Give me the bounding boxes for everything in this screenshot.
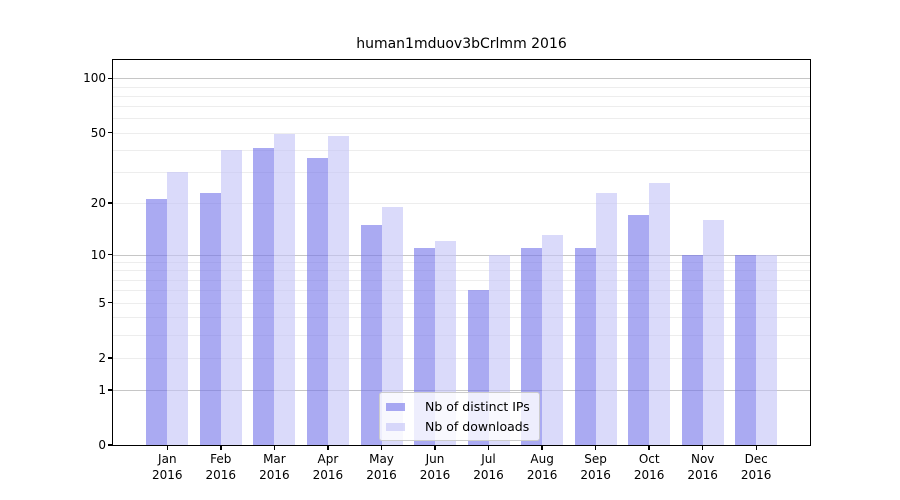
x-tick-label-feb: Feb 2016 <box>205 452 237 482</box>
legend-item-downloads: Nb of downloads <box>386 418 530 435</box>
y-tick-label-2: 2 <box>98 350 106 365</box>
x-tick-label-jun: Jun 2016 <box>419 452 451 482</box>
legend: Nb of distinct IPs Nb of downloads <box>379 392 540 441</box>
x-tick-dec <box>755 445 757 450</box>
gridline-7 <box>113 279 810 281</box>
gridline-50 <box>113 132 810 134</box>
x-tick-jul <box>487 445 490 450</box>
bar-downloads-feb <box>220 149 242 445</box>
y-tick-label-20: 20 <box>90 196 106 211</box>
bar-distinct-ips-oct <box>628 215 650 445</box>
x-tick-mar <box>273 445 276 450</box>
gridline-80 <box>113 95 810 97</box>
chart-title: human1mduov3bCrlmm 2016 <box>356 36 567 52</box>
x-tick-oct <box>648 445 650 450</box>
x-tick-jan <box>166 445 169 450</box>
y-tick-2 <box>108 357 113 359</box>
y-tick-0 <box>108 444 113 446</box>
x-tick-label-jul: Jul 2016 <box>473 452 504 482</box>
x-tick-label-apr: Apr 2016 <box>312 452 344 482</box>
bar-downloads-aug <box>542 235 564 445</box>
gridline-5 <box>113 302 810 304</box>
bar-downloads-dec <box>756 254 778 445</box>
x-tick-label-jan: Jan 2016 <box>152 452 183 482</box>
legend-label-downloads: Nb of downloads <box>425 419 530 434</box>
y-tick-label-5: 5 <box>98 295 106 310</box>
y-tick-label-50: 50 <box>90 125 106 140</box>
bar-downloads-jan <box>167 172 189 445</box>
y-tick-label-100: 100 <box>83 71 106 86</box>
y-tick-20 <box>108 202 113 204</box>
y-tick-50 <box>108 131 113 134</box>
gridline-2 <box>113 357 810 359</box>
x-tick-label-dec: Dec 2016 <box>740 452 772 482</box>
bar-layer <box>113 60 810 445</box>
bar-distinct-ips-sep <box>574 247 596 445</box>
gridline-20 <box>113 203 810 205</box>
y-tick-100 <box>108 77 113 80</box>
x-tick-jun <box>434 445 436 450</box>
x-tick-label-sep: Sep 2016 <box>580 452 611 482</box>
gridline-6 <box>113 290 810 292</box>
x-tick-aug <box>541 445 543 450</box>
gridline-40 <box>113 149 810 151</box>
bar-downloads-apr <box>327 135 349 445</box>
y-tick-label-0: 0 <box>98 438 106 452</box>
gridline-major-1 <box>113 389 810 391</box>
legend-item-distinct-ips: Nb of distinct IPs <box>386 398 530 415</box>
y-tick-label-10: 10 <box>90 247 106 262</box>
x-tick-label-aug: Aug 2016 <box>526 452 558 482</box>
gridline-major-100 <box>113 78 810 80</box>
x-tick-nov <box>701 445 704 450</box>
bar-downloads-oct <box>649 183 671 445</box>
plot-area <box>112 59 811 446</box>
gridline-4 <box>113 317 810 319</box>
y-tick-5 <box>108 301 113 304</box>
x-tick-label-mar: Mar 2016 <box>259 452 290 482</box>
bar-downloads-sep <box>595 192 617 445</box>
x-tick-label-may: May 2016 <box>366 452 397 482</box>
bar-downloads-mar <box>274 134 296 445</box>
gridline-major-10 <box>113 254 810 256</box>
y-tick-label-1: 1 <box>98 382 106 397</box>
grid-layer <box>113 60 810 445</box>
bar-distinct-ips-dec <box>735 254 757 445</box>
gridline-8 <box>113 270 810 272</box>
gridline-70 <box>113 106 810 108</box>
x-tick-sep <box>594 445 597 450</box>
gridline-90 <box>113 86 810 88</box>
gridline-60 <box>113 118 810 120</box>
bar-distinct-ips-mar <box>253 148 275 445</box>
bar-distinct-ips-jan <box>146 199 168 445</box>
legend-label-distinct-ips: Nb of distinct IPs <box>425 399 530 414</box>
bar-distinct-ips-feb <box>199 192 221 445</box>
x-tick-label-oct: Oct 2016 <box>633 452 665 482</box>
gridline-30 <box>113 172 810 174</box>
bar-distinct-ips-apr <box>306 158 328 445</box>
x-tick-may <box>380 445 383 450</box>
x-tick-apr <box>327 445 329 450</box>
gridline-9 <box>113 262 810 263</box>
x-tick-label-nov: Nov 2016 <box>687 452 718 482</box>
bar-downloads-may <box>381 207 403 445</box>
legend-swatch-downloads <box>386 422 405 431</box>
y-tick-10 <box>108 253 113 256</box>
bar-distinct-ips-may <box>360 224 382 445</box>
bar-downloads-nov <box>702 219 724 445</box>
gridline-3 <box>113 334 810 336</box>
legend-swatch-distinct-ips <box>386 402 405 411</box>
bar-distinct-ips-nov <box>681 254 703 445</box>
y-tick-1 <box>108 389 113 391</box>
x-tick-feb <box>220 445 222 450</box>
